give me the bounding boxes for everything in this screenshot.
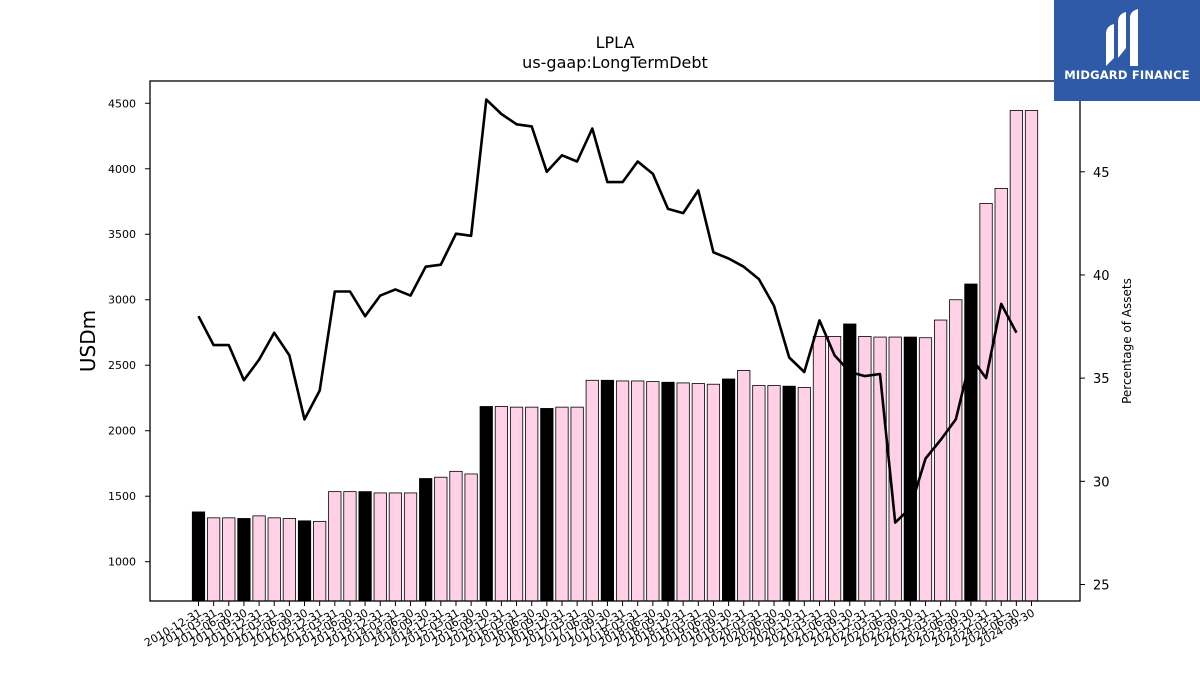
bar <box>903 336 917 602</box>
bar <box>509 406 524 602</box>
bar <box>570 406 584 602</box>
y-tick-label: 4500 <box>108 97 136 110</box>
bar <box>934 319 948 602</box>
bar <box>237 518 251 602</box>
bar <box>949 299 963 602</box>
y-tick-label: 4000 <box>108 163 136 176</box>
bar <box>267 517 281 602</box>
bar <box>721 378 736 602</box>
bar <box>282 518 296 602</box>
y2-tick-label: 25 <box>1093 578 1110 593</box>
y-tick-label: 2000 <box>108 425 136 438</box>
bar <box>540 408 554 602</box>
bar <box>328 491 342 602</box>
bar <box>252 515 266 602</box>
bar <box>646 381 660 602</box>
y-axis-left: 1000 1500 2000 2500 3000 3500 4000 4500 <box>108 97 150 569</box>
bar <box>419 478 433 602</box>
bar <box>464 473 478 602</box>
bar <box>631 380 645 602</box>
bar-series <box>191 110 1039 602</box>
bar <box>615 380 630 602</box>
bar <box>979 203 993 602</box>
bar <box>994 188 1008 602</box>
bar <box>191 511 206 602</box>
plot-frame <box>149 80 1081 602</box>
brand-logo: MIDGARD FINANCE <box>1054 0 1200 101</box>
y-tick-label: 3000 <box>108 294 136 307</box>
bar <box>706 383 721 602</box>
bar <box>434 476 448 602</box>
bar <box>222 517 236 602</box>
bar <box>555 406 569 602</box>
bar <box>297 520 312 602</box>
bar <box>403 492 418 602</box>
bar <box>782 385 796 602</box>
y-tick-label: 1500 <box>108 490 136 503</box>
bar <box>737 370 751 602</box>
brand-name: MIDGARD FINANCE <box>1064 68 1190 82</box>
bar <box>525 406 539 602</box>
bar <box>797 387 811 602</box>
bar <box>676 382 690 602</box>
bar <box>207 517 221 602</box>
bar <box>661 381 675 602</box>
bar <box>388 492 402 602</box>
midgard-logo-icon <box>1106 9 1138 66</box>
bar <box>358 491 372 602</box>
y-tick-label: 1000 <box>108 556 136 569</box>
bar <box>1024 110 1039 602</box>
y2-tick-label: 40 <box>1093 269 1110 284</box>
bar <box>343 491 357 602</box>
bar <box>600 379 615 602</box>
y-tick-label: 3500 <box>108 228 136 241</box>
y2-tick-label: 45 <box>1093 166 1110 181</box>
bar <box>479 406 493 602</box>
bar <box>964 283 978 602</box>
y-axis-right: 25 30 35 40 45 <box>1080 166 1110 593</box>
bar <box>373 492 387 602</box>
x-axis: 2010-12-312011-03-312011-06-302011-09-30… <box>142 601 1037 650</box>
line-series <box>197 98 1018 524</box>
bar <box>767 385 781 602</box>
y2-tick-label: 30 <box>1093 475 1110 490</box>
bar <box>313 520 327 602</box>
y2-tick-label: 35 <box>1093 372 1110 387</box>
bar <box>828 336 842 602</box>
chart-subtitle: us-gaap:LongTermDebt <box>522 53 708 72</box>
y-axis-label: USDm <box>76 310 100 372</box>
bar <box>691 383 705 602</box>
y2-axis-label: Percentage of Assets <box>1120 278 1134 404</box>
bar <box>494 406 509 602</box>
bar <box>1009 110 1023 602</box>
chart-title: LPLA <box>596 33 635 52</box>
bar <box>449 470 463 602</box>
bar <box>752 385 766 602</box>
bar <box>812 336 827 602</box>
bar <box>585 379 599 602</box>
y-tick-label: 2500 <box>108 359 136 372</box>
